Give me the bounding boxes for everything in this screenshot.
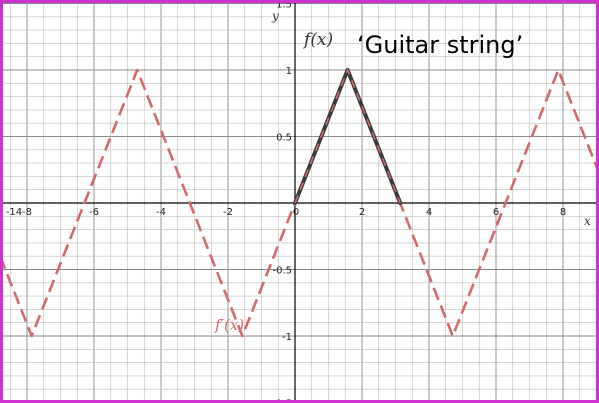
chart-title: ‘Guitar string’ (357, 31, 523, 59)
y-tick-label: 0.5 (276, 133, 292, 144)
x-tick-label: -14 (6, 207, 22, 218)
tick-labels: -14-12-10-8-6-4-2024681012141.510.5-0.5-… (6, 3, 566, 401)
x-tick-label: -8 (22, 207, 32, 218)
chart-svg: -14-12-10-8-6-4-2024681012141.510.5-0.5-… (3, 3, 596, 400)
series-label-f: f(x) (302, 30, 333, 50)
series-group (3, 68, 596, 338)
y-tick-label: 1.5 (276, 3, 292, 11)
x-tick-label: 8 (560, 207, 566, 218)
y-axis-label: y (271, 9, 279, 23)
x-tick-label: -4 (156, 207, 166, 218)
series-f-overlay (294, 69, 401, 204)
x-tick-label: 2 (359, 207, 365, 218)
x-tick-label: -2 (223, 207, 233, 218)
grid (3, 3, 596, 400)
y-tick-label: -1.5 (272, 399, 292, 401)
x-tick-label: 6 (493, 207, 499, 218)
y-tick-label: -0.5 (272, 266, 292, 277)
y-tick-label: 1 (286, 66, 292, 77)
x-tick-label: 4 (426, 207, 432, 218)
x-axis-label: x (584, 214, 591, 228)
series-label-fprime: f′(x) (214, 316, 244, 334)
x-tick-label: 0 (293, 207, 299, 218)
x-tick-label: -6 (89, 207, 99, 218)
y-tick-label: -1 (282, 332, 292, 343)
